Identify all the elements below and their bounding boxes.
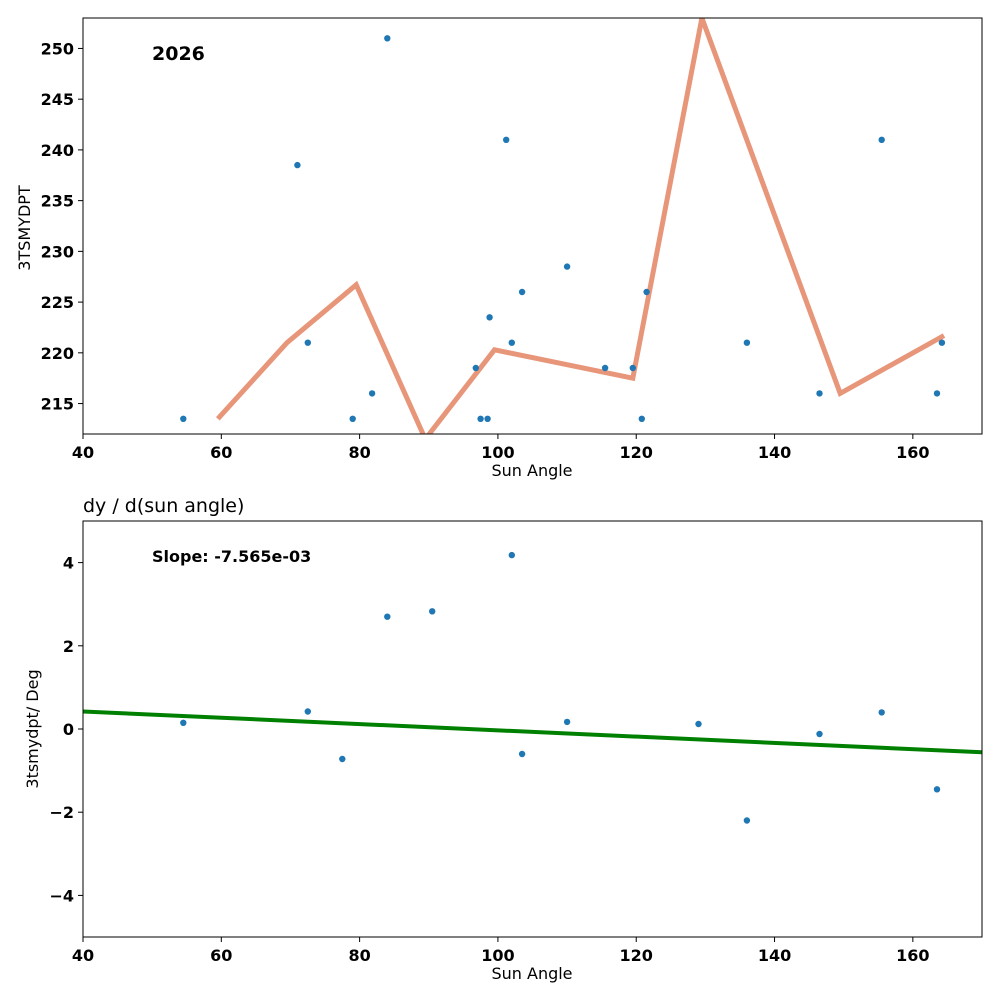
top-data-point xyxy=(816,390,823,397)
bottom-x-tick-label: 40 xyxy=(72,946,94,965)
bottom-x-ticks: 40 60 80 100 120 140 160 xyxy=(72,937,930,965)
top-y-tick-label: 235 xyxy=(41,192,74,211)
bottom-y-axis-label: 3tsmydpt/ Deg xyxy=(23,669,42,788)
bottom-y-ticks: −4 −2 0 2 4 xyxy=(49,554,83,905)
top-data-point xyxy=(743,339,751,346)
bottom-data-point xyxy=(518,750,526,758)
top-y-tick-label: 250 xyxy=(41,39,74,58)
bottom-plot-area xyxy=(83,521,982,937)
bottom-x-tick-label: 140 xyxy=(758,946,791,965)
bottom-marks xyxy=(83,551,982,824)
top-axes-frame xyxy=(82,17,983,435)
top-data-point xyxy=(477,415,484,422)
top-y-axis-label: 3TSMYDPT xyxy=(15,185,34,271)
top-x-tick-label: 120 xyxy=(620,443,653,462)
bottom-data-point xyxy=(878,709,885,716)
top-x-ticks: 40 60 80 100 120 140 160 xyxy=(72,434,930,462)
bottom-annotation: Slope: -7.565e-03 xyxy=(152,547,311,566)
bottom-data-point xyxy=(816,730,823,738)
top-data-point xyxy=(938,339,946,346)
top-y-tick-label: 240 xyxy=(41,141,74,160)
bottom-data-point xyxy=(384,613,391,620)
bottom-y-tick-label: 4 xyxy=(63,554,74,573)
bottom-x-tick-label: 160 xyxy=(896,946,929,965)
bottom-y-tick-label: 0 xyxy=(63,720,74,739)
top-data-point xyxy=(472,364,479,372)
bottom-panel: dy / d(sun angle) 40 60 80 100 120 140 160 −4−… xyxy=(23,495,983,983)
bottom-data-point xyxy=(429,608,436,615)
top-y-tick-label: 215 xyxy=(41,395,74,414)
top-plot-area xyxy=(83,18,982,434)
top-data-point xyxy=(349,415,356,422)
bottom-x-tick-label: 120 xyxy=(620,946,653,965)
top-data-point xyxy=(601,364,609,372)
top-y-ticks: 215 220 225 230 235 240 245 250 xyxy=(41,39,83,414)
top-data-point xyxy=(518,288,526,296)
top-data-point xyxy=(933,390,941,397)
top-y-tick-label: 220 xyxy=(41,344,74,363)
bottom-plot-title: dy / d(sun angle) xyxy=(83,495,244,517)
top-x-tick-label: 60 xyxy=(210,443,232,462)
top-x-tick-label: 80 xyxy=(348,443,370,462)
bottom-y-tick-label: 2 xyxy=(63,637,74,656)
bottom-data-point xyxy=(508,551,515,559)
top-data-point xyxy=(486,314,493,321)
bottom-x-tick-label: 80 xyxy=(348,946,370,965)
top-x-axis-label: Sun Angle xyxy=(491,461,572,480)
bottom-data-point xyxy=(304,708,311,715)
top-x-tick-label: 140 xyxy=(758,443,791,462)
bottom-x-tick-label: 60 xyxy=(210,946,232,965)
bottom-data-point xyxy=(695,720,702,728)
top-data-point xyxy=(878,136,885,143)
bottom-linear-fit-line xyxy=(83,709,982,755)
top-data-point xyxy=(629,364,636,372)
bottom-data-point xyxy=(933,786,941,793)
top-data-point xyxy=(484,415,491,422)
top-marks xyxy=(180,18,946,434)
top-data-point xyxy=(304,339,311,346)
top-data-point xyxy=(563,263,571,270)
bottom-x-tick-label: 100 xyxy=(481,946,514,965)
bottom-data-point xyxy=(563,718,571,726)
top-x-tick-label: 100 xyxy=(481,443,514,462)
bottom-data-point xyxy=(180,719,187,726)
bottom-data-point xyxy=(339,755,346,763)
top-y-tick-label: 230 xyxy=(41,242,74,261)
bottom-data-point xyxy=(743,817,751,824)
top-data-point xyxy=(643,288,650,296)
top-panel: 40 60 80 100 120 140 160 215 220 225 230 235 240 245… xyxy=(15,17,983,480)
top-annotation: 2026 xyxy=(152,43,205,65)
top-x-tick-label: 40 xyxy=(72,443,94,462)
top-y-tick-label: 225 xyxy=(41,293,74,312)
top-data-point xyxy=(638,415,645,422)
top-y-tick-label: 245 xyxy=(41,90,74,109)
top-data-point xyxy=(384,35,391,42)
top-data-point xyxy=(368,390,376,397)
top-data-point xyxy=(503,136,510,143)
bottom-x-axis-label: Sun Angle xyxy=(491,964,572,983)
bottom-y-tick-label: −4 xyxy=(49,886,74,905)
bottom-y-tick-label: −2 xyxy=(49,803,74,822)
top-data-point xyxy=(508,339,515,346)
top-data-point xyxy=(294,161,301,169)
top-x-tick-label: 160 xyxy=(896,443,929,462)
top-binned-mean-line xyxy=(215,18,946,434)
top-data-point xyxy=(180,415,187,422)
